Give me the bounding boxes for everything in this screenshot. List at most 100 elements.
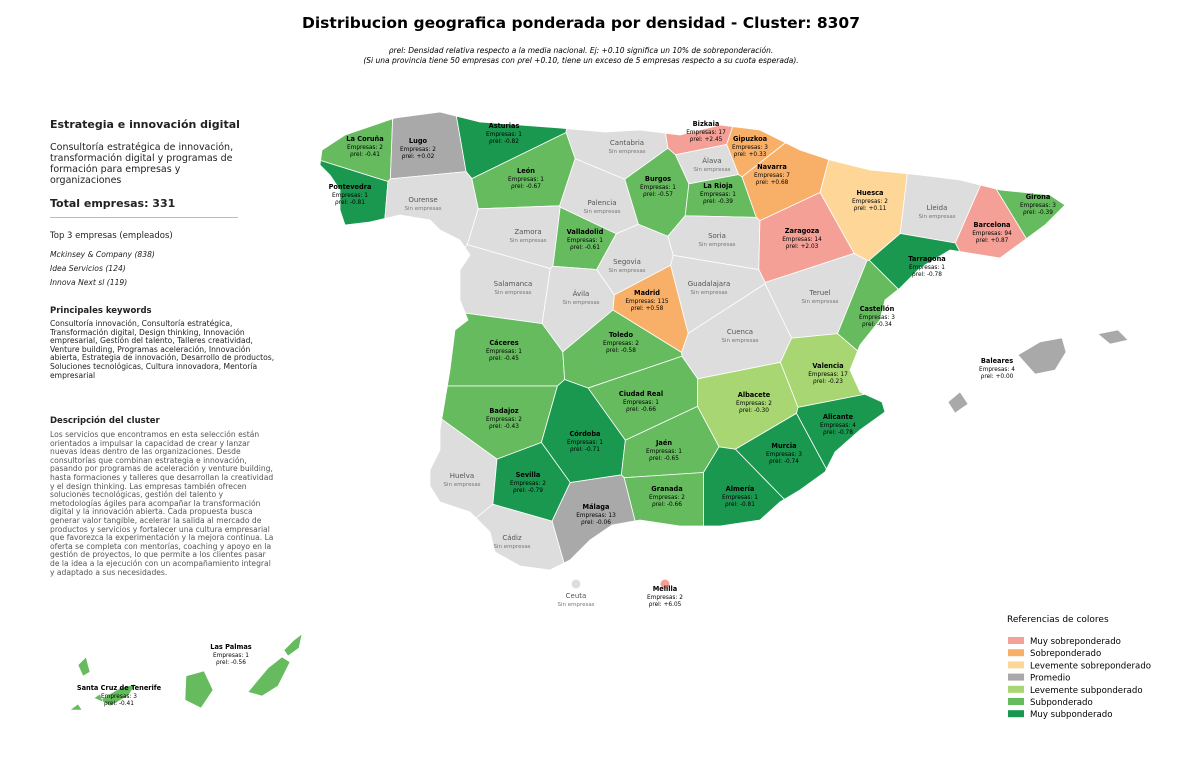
province-empresas: Empresas: 1 xyxy=(486,132,522,138)
province-name: Huesca xyxy=(857,189,884,197)
top-list: Mckinsey & Company (838) Idea Servicios … xyxy=(50,250,275,292)
legend-swatch xyxy=(1008,685,1024,693)
province-empresas: Empresas: 1 xyxy=(640,185,676,191)
province-status: Sin empresas xyxy=(693,167,730,173)
province-empresas: Empresas: 1 xyxy=(567,440,603,446)
province-empresas: Empresas: 2 xyxy=(736,401,772,407)
province-empresas: Empresas: 4 xyxy=(820,423,856,429)
province-rho: ρrel: -0.34 xyxy=(862,322,892,328)
province-status: Sin empresas xyxy=(690,290,727,296)
province-name: Cádiz xyxy=(502,534,522,542)
sidebar-description: Consultoría estratégica de innovación, t… xyxy=(50,142,234,186)
province-rho: ρrel: -0.58 xyxy=(606,348,636,354)
province xyxy=(319,159,389,226)
legend-label: Muy subponderado xyxy=(1030,710,1112,720)
province-status: Sin empresas xyxy=(721,338,758,344)
province-empresas: Empresas: 3 xyxy=(732,145,768,151)
province xyxy=(247,656,291,697)
province-rho: ρrel: -0.65 xyxy=(649,456,679,462)
legend-swatch xyxy=(1008,698,1024,705)
legend-label: Promedio xyxy=(1030,674,1070,684)
province-status: Sin empresas xyxy=(494,290,531,296)
province-name: Zaragoza xyxy=(785,227,819,235)
province-empresas: Empresas: 2 xyxy=(603,341,639,347)
province xyxy=(93,693,104,703)
province-status: Sin empresas xyxy=(698,242,735,248)
province-empresas: Empresas: 2 xyxy=(510,481,546,487)
province-empresas: Empresas: 1 xyxy=(486,349,522,355)
province-rho: ρrel: +0.87 xyxy=(976,238,1009,244)
province-empresas: Empresas: 3 xyxy=(766,452,802,458)
province-status: Sin empresas xyxy=(562,300,599,306)
province-name: Málaga xyxy=(583,503,610,511)
province-status: Sin empresas xyxy=(583,209,620,215)
province-name: Salamanca xyxy=(494,280,533,288)
province-name: Teruel xyxy=(809,289,831,297)
province-name: Jaén xyxy=(655,439,672,447)
subtitle: ρrel: Densidad relativa respecto a la me… xyxy=(389,46,773,55)
top-item: Mckinsey & Company (838) xyxy=(50,250,155,259)
province-rho: ρrel: +0.11 xyxy=(854,206,887,212)
province-name: Valladolid xyxy=(567,228,604,236)
province-rho: ρrel: -0.66 xyxy=(652,502,682,508)
province-name: Pontevedra xyxy=(329,183,372,191)
province-empresas: Empresas: 13 xyxy=(576,513,616,519)
province-name: Albacete xyxy=(738,391,771,399)
province-rho: ρrel: -0.57 xyxy=(643,192,673,198)
province-status: Sin empresas xyxy=(608,268,645,274)
province-empresas: Empresas: 3 xyxy=(859,315,895,321)
legend-swatch xyxy=(1008,661,1024,669)
province xyxy=(571,579,581,589)
province-rho: ρrel: -0.43 xyxy=(489,424,519,430)
province-empresas: Empresas: 1 xyxy=(646,449,682,455)
province-status: Sin empresas xyxy=(918,214,955,220)
province-name: Melilla xyxy=(653,585,678,593)
province-rho: ρrel: -0.71 xyxy=(570,447,600,453)
province xyxy=(1097,329,1129,345)
province-name: Badajoz xyxy=(489,407,518,415)
province-name: Gipuzkoa xyxy=(733,135,767,143)
subtitle: (Si una provincia tiene 50 empresas con … xyxy=(363,56,798,65)
province-name: Lleida xyxy=(927,204,948,212)
province-rho: ρrel: +0.02 xyxy=(402,154,435,160)
province-name: Burgos xyxy=(645,175,671,183)
province-name: Ávila xyxy=(573,289,590,298)
province-rho: ρrel: -0.78 xyxy=(823,430,853,436)
province-rho: ρrel: -0.06 xyxy=(581,520,611,526)
top-item: Innova Next sl (119) xyxy=(50,278,128,287)
province xyxy=(184,670,214,709)
legend-swatch xyxy=(1008,710,1024,718)
cluster-title: Descripción del cluster xyxy=(50,416,160,426)
legend-swatch xyxy=(1008,649,1024,657)
province-name: Alicante xyxy=(823,413,854,421)
province-status: Sin empresas xyxy=(509,238,546,244)
province-empresas: Empresas: 2 xyxy=(347,145,383,151)
province-empresas: Empresas: 17 xyxy=(686,130,726,136)
province-rho: ρrel: -0.56 xyxy=(216,660,246,666)
province-name: Cuenca xyxy=(727,328,753,336)
province-rho: ρrel: +0.68 xyxy=(756,180,789,186)
province-rho: ρrel: -0.81 xyxy=(725,502,755,508)
province-name: Tarragona xyxy=(908,255,945,263)
province-name: Barcelona xyxy=(973,221,1010,229)
province-empresas: Empresas: 94 xyxy=(972,231,1012,237)
legend-swatch xyxy=(1008,637,1024,644)
province-empresas: Empresas: 1 xyxy=(700,192,736,198)
province-empresas: Empresas: 1 xyxy=(508,177,544,183)
province-name: Álava xyxy=(702,156,721,165)
province-empresas: Empresas: 1 xyxy=(332,193,368,199)
province-empresas: Empresas: 1 xyxy=(567,238,603,244)
province-rho: ρrel: -0.66 xyxy=(626,407,656,413)
province-rho: ρrel: -0.61 xyxy=(570,245,600,251)
province-empresas: Empresas: 1 xyxy=(213,653,249,659)
province-name: Palencia xyxy=(588,199,617,207)
province-name: Guadalajara xyxy=(688,280,731,288)
legend-label: Sobreponderado xyxy=(1030,649,1101,659)
province-empresas: Empresas: 2 xyxy=(486,417,522,423)
province-rho: ρrel: -0.41 xyxy=(104,701,134,707)
province-empresas: Empresas: 1 xyxy=(623,400,659,406)
province-name: Toledo xyxy=(609,331,634,339)
